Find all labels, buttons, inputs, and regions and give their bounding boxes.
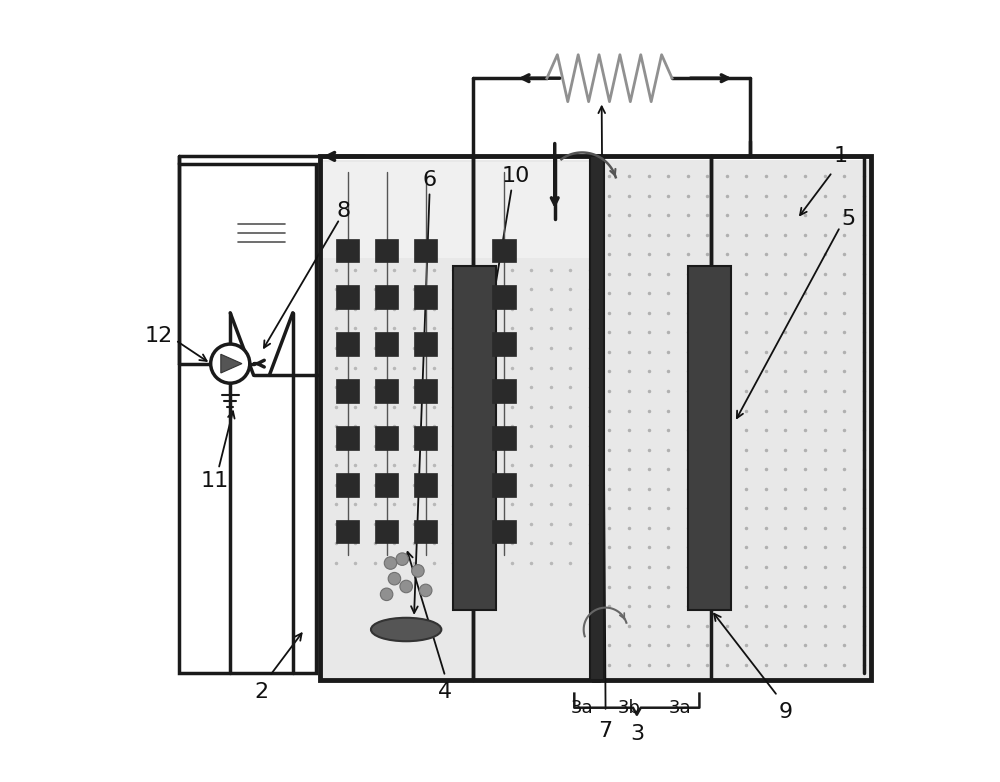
Bar: [322, 160, 595, 678]
Circle shape: [419, 584, 432, 597]
Bar: [336, 285, 359, 309]
Bar: [492, 426, 516, 450]
Bar: [688, 266, 731, 610]
Bar: [492, 332, 516, 356]
Bar: [414, 520, 437, 543]
Circle shape: [380, 588, 393, 601]
Bar: [336, 473, 359, 497]
Text: 2: 2: [254, 682, 269, 702]
Text: 8: 8: [337, 201, 351, 221]
Bar: [453, 266, 496, 610]
Text: 10: 10: [501, 166, 530, 186]
Circle shape: [412, 565, 424, 577]
Bar: [322, 162, 595, 258]
Circle shape: [396, 553, 409, 565]
Bar: [492, 285, 516, 309]
Bar: [414, 473, 437, 497]
Bar: [414, 379, 437, 403]
Bar: [336, 239, 359, 262]
Bar: [375, 332, 398, 356]
Bar: [414, 332, 437, 356]
Polygon shape: [221, 354, 242, 373]
Bar: [375, 520, 398, 543]
Text: 12: 12: [144, 326, 172, 346]
Bar: [320, 156, 598, 680]
Bar: [336, 379, 359, 403]
Text: 9: 9: [778, 701, 792, 722]
Bar: [414, 285, 437, 309]
Bar: [590, 156, 604, 680]
Text: 6: 6: [423, 170, 437, 190]
Bar: [492, 520, 516, 543]
Bar: [594, 156, 871, 680]
Bar: [492, 473, 516, 497]
Bar: [492, 239, 516, 262]
Text: 7: 7: [599, 721, 613, 741]
Circle shape: [384, 557, 397, 569]
Text: 3a: 3a: [571, 698, 593, 717]
Bar: [375, 285, 398, 309]
Circle shape: [400, 580, 412, 593]
Ellipse shape: [371, 618, 441, 641]
Text: 1: 1: [833, 146, 847, 167]
Bar: [336, 332, 359, 356]
Bar: [336, 426, 359, 450]
Bar: [596, 160, 869, 678]
Text: 3b: 3b: [618, 698, 641, 717]
Bar: [414, 426, 437, 450]
Text: 3: 3: [630, 723, 644, 744]
Bar: [414, 239, 437, 262]
Bar: [375, 379, 398, 403]
Bar: [375, 473, 398, 497]
Text: 4: 4: [438, 682, 452, 702]
Bar: [336, 520, 359, 543]
Bar: [375, 239, 398, 262]
Text: 11: 11: [200, 471, 229, 491]
Text: 5: 5: [841, 209, 855, 229]
Circle shape: [211, 344, 250, 383]
Bar: [179, 164, 316, 673]
Bar: [375, 426, 398, 450]
Circle shape: [388, 572, 401, 585]
Text: 3a: 3a: [669, 698, 691, 717]
Bar: [492, 379, 516, 403]
